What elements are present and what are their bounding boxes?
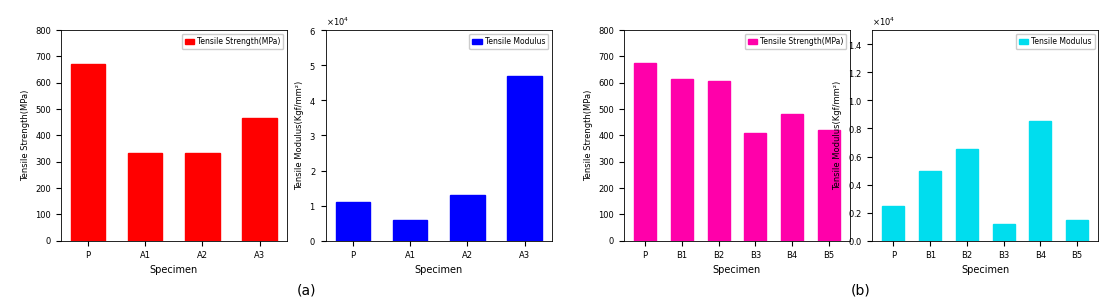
X-axis label: Specimen: Specimen xyxy=(713,265,761,275)
Legend: Tensile Strength(MPa): Tensile Strength(MPa) xyxy=(744,34,847,49)
Bar xyxy=(243,118,277,241)
X-axis label: Specimen: Specimen xyxy=(415,265,463,275)
Bar xyxy=(781,114,803,241)
Bar xyxy=(882,206,904,241)
X-axis label: Specimen: Specimen xyxy=(962,265,1009,275)
Bar xyxy=(708,82,730,241)
Text: (a): (a) xyxy=(297,284,316,298)
Legend: Tensile Strength(MPa): Tensile Strength(MPa) xyxy=(181,34,284,49)
Y-axis label: Tensile Strength(MPa): Tensile Strength(MPa) xyxy=(584,90,593,181)
Text: (b): (b) xyxy=(851,284,871,298)
Bar xyxy=(508,76,542,241)
Y-axis label: Tensile Modulus(Kgf/mm²): Tensile Modulus(Kgf/mm²) xyxy=(295,81,304,190)
Bar xyxy=(450,195,485,241)
Bar xyxy=(1066,220,1089,241)
Legend: Tensile Modulus: Tensile Modulus xyxy=(1016,34,1095,49)
X-axis label: Specimen: Specimen xyxy=(150,265,198,275)
Bar xyxy=(71,64,105,241)
Bar xyxy=(671,79,693,241)
Y-axis label: Tensile Modulus(Kgf/mm²): Tensile Modulus(Kgf/mm²) xyxy=(834,81,842,190)
Bar xyxy=(956,150,978,241)
Bar xyxy=(336,202,370,241)
Bar xyxy=(818,130,840,241)
Bar xyxy=(1029,121,1051,241)
Bar xyxy=(185,153,220,241)
Y-axis label: Tensile Strength(MPa): Tensile Strength(MPa) xyxy=(21,90,30,181)
Bar xyxy=(393,220,427,241)
Bar xyxy=(920,171,942,241)
Bar xyxy=(634,63,656,241)
Bar xyxy=(744,133,766,241)
Bar xyxy=(128,153,162,241)
Legend: Tensile Modulus: Tensile Modulus xyxy=(469,34,549,49)
Bar xyxy=(992,224,1015,241)
